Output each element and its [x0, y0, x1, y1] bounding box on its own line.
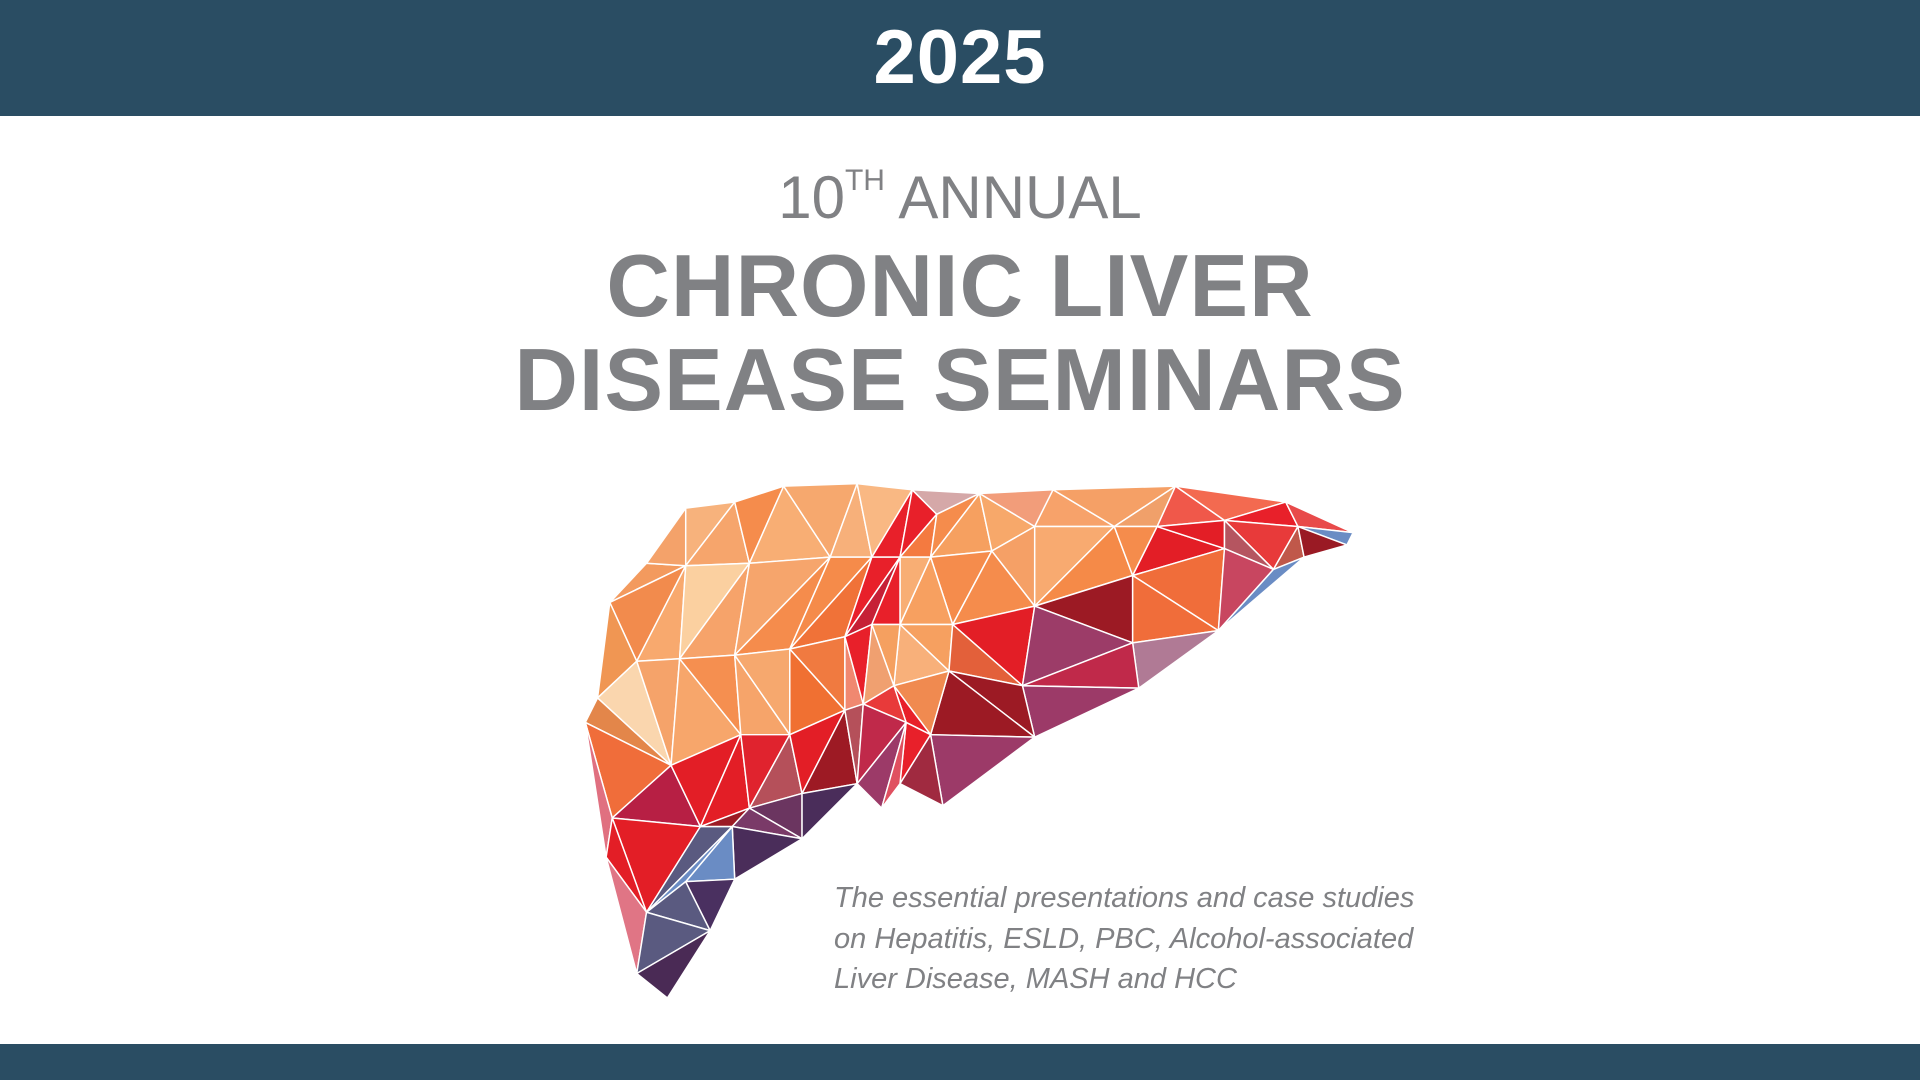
tagline-line: The essential presentations and case stu…	[834, 882, 1415, 914]
liver-facet	[645, 507, 687, 567]
liver-facet	[929, 733, 1036, 807]
title-line-1: CHRONIC LIVER	[606, 236, 1314, 335]
bottom-banner	[0, 1044, 1920, 1080]
liver-facet	[1021, 684, 1140, 738]
liver-facet	[1217, 556, 1305, 632]
edition-word: ANNUAL	[898, 164, 1142, 231]
year-heading: 2025	[873, 15, 1047, 100]
top-banner: 2025	[0, 0, 1920, 116]
edition-heading: 10TH ANNUAL	[0, 166, 1920, 228]
title-line-2: DISEASE SEMINARS	[514, 330, 1406, 429]
liver-facet	[684, 878, 736, 932]
tagline-line: on Hepatitis, ESLD, PBC, Alcohol-associa…	[834, 922, 1414, 955]
tagline-line: Liver Disease, MASH and HCC	[834, 963, 1237, 995]
liver-facet	[880, 721, 907, 809]
liver-facet	[801, 782, 858, 840]
liver-facet	[636, 929, 711, 999]
tagline: The essential presentations and case stu…	[834, 878, 1414, 1000]
edition-suffix: TH	[844, 164, 885, 197]
edition-number: 10	[778, 164, 845, 231]
liver-facet	[1297, 525, 1348, 558]
liver-facet	[899, 733, 944, 807]
